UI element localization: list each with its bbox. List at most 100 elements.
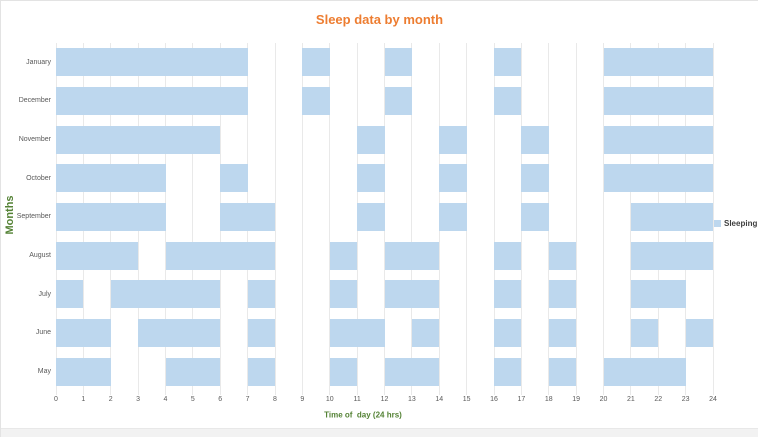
x-tick-label-10: 10	[325, 396, 334, 403]
sleep-bar-july-0h-1h	[56, 280, 84, 309]
sleep-bar-january-20h-24h	[603, 48, 713, 77]
y-tick-label-november: November	[18, 136, 51, 144]
y-tick-label-october: October	[26, 174, 51, 182]
bottom-gray-strip	[1, 428, 758, 437]
sleep-bar-december-9h-10h	[302, 87, 330, 115]
sleep-bar-may-16h-17h	[494, 357, 522, 386]
x-tick-label-19: 19	[572, 396, 581, 403]
sleep-bar-june-7h-8h	[247, 319, 275, 347]
sleep-bar-june-3h-6h	[138, 319, 221, 347]
sleep-bar-july-12h-14h	[384, 280, 440, 309]
sleep-bar-july-10h-11h	[329, 280, 358, 309]
sleep-bar-december-20h-24h	[603, 87, 713, 115]
sleep-bar-august-10h-11h	[329, 241, 358, 270]
sleep-bar-may-12h-14h	[384, 357, 440, 386]
sleep-bar-june-16h-17h	[494, 319, 522, 347]
sleep-bar-may-7h-8h	[247, 357, 275, 386]
gridline-hour-24	[712, 43, 714, 395]
sleep-bar-september-17h-18h	[521, 203, 549, 231]
gridline-hour-18	[548, 43, 550, 395]
sleep-bar-november-20h-24h	[603, 125, 713, 154]
sleep-bar-june-10h-12h	[329, 319, 385, 347]
sleep-bar-july-16h-17h	[494, 280, 522, 309]
sleep-bar-june-0h-2h	[56, 319, 111, 347]
x-tick-label-3: 3	[136, 396, 141, 403]
gridline-hour-10	[329, 43, 331, 395]
gridline-hour-19	[575, 43, 577, 395]
sleep-bar-november-17h-18h	[521, 125, 549, 154]
gridline-hour-9	[301, 43, 303, 395]
x-tick-label-1: 1	[81, 396, 86, 403]
y-tick-label-august: August	[29, 252, 51, 260]
x-tick-label-2: 2	[108, 396, 113, 403]
gridline-hour-16	[493, 43, 495, 395]
x-tick-label-9: 9	[300, 396, 305, 403]
legend-label-sleeping: Sleeping	[724, 219, 758, 228]
y-tick-label-december: December	[18, 97, 51, 105]
sleep-bar-december-12h-13h	[384, 87, 412, 115]
gridline-hour-8	[274, 43, 276, 395]
sleep-bar-january-16h-17h	[494, 48, 522, 77]
sleep-bar-september-21h-24h	[630, 203, 713, 231]
sleep-bar-october-11h-12h	[357, 164, 385, 193]
sleep-bar-june-21h-22h	[630, 319, 659, 347]
sleep-bar-november-14h-15h	[439, 125, 467, 154]
sleep-bar-december-16h-17h	[494, 87, 522, 115]
legend: Sleeping	[714, 219, 757, 228]
x-tick-label-6: 6	[218, 396, 223, 403]
sleep-bar-july-21h-23h	[630, 280, 686, 309]
y-tick-label-july: July	[38, 290, 51, 298]
gridline-hour-4	[165, 43, 166, 395]
sleep-bar-may-20h-23h	[603, 357, 686, 386]
sleep-bar-august-18h-19h	[548, 241, 577, 270]
sleep-bar-july-7h-8h	[247, 280, 275, 309]
x-tick-label-23: 23	[681, 396, 690, 403]
sleep-bar-august-12h-14h	[384, 241, 440, 270]
chart-title: Sleep data by month	[315, 12, 444, 27]
sleep-bar-july-18h-19h	[548, 280, 577, 309]
x-tick-label-7: 7	[245, 396, 250, 403]
x-tick-label-20: 20	[599, 396, 608, 403]
x-tick-label-15: 15	[462, 396, 471, 403]
sleep-bar-september-11h-12h	[357, 203, 385, 231]
sleep-bar-november-0h-6h	[56, 125, 221, 154]
gridline-hour-15	[466, 43, 468, 395]
sleep-bar-january-9h-10h	[302, 48, 330, 77]
sleep-bar-october-17h-18h	[521, 164, 549, 193]
sleep-bar-august-21h-24h	[630, 241, 713, 270]
x-tick-label-12: 12	[380, 396, 389, 403]
sleep-bar-september-14h-15h	[439, 203, 467, 231]
x-tick-label-8: 8	[273, 396, 277, 403]
sleep-bar-august-4h-8h	[165, 241, 275, 270]
sleep-bar-june-13h-14h	[411, 319, 440, 347]
sleep-bar-january-0h-7h	[56, 48, 248, 77]
sleep-bar-september-0h-4h	[56, 203, 166, 231]
sleep-bar-july-2h-6h	[110, 280, 221, 309]
sleep-bar-may-10h-11h	[329, 357, 358, 386]
sleep-bar-may-4h-6h	[165, 357, 221, 386]
sleep-bar-may-0h-2h	[56, 357, 111, 386]
gridline-hour-5	[192, 43, 194, 395]
sleep-bar-august-0h-3h	[56, 241, 139, 270]
y-tick-label-september: September	[16, 213, 51, 221]
y-tick-label-may: May	[37, 368, 51, 376]
x-tick-label-21: 21	[626, 396, 635, 403]
x-tick-label-14: 14	[435, 396, 444, 403]
x-tick-label-24: 24	[709, 396, 717, 403]
sleep-bar-september-6h-8h	[220, 203, 275, 231]
sleep-bar-january-12h-13h	[384, 48, 412, 77]
x-tick-label-16: 16	[490, 396, 498, 403]
sleep-bar-october-14h-15h	[439, 164, 467, 193]
sleep-bar-june-23h-24h	[685, 319, 713, 347]
x-tick-label-18: 18	[544, 396, 553, 403]
sleep-bar-october-6h-7h	[220, 164, 248, 193]
x-tick-label-17: 17	[517, 396, 526, 403]
y-axis-title: Months	[4, 195, 16, 235]
sleep-bar-may-18h-19h	[548, 357, 577, 386]
legend-marker-sleeping-icon	[714, 220, 721, 227]
x-tick-label-11: 11	[353, 396, 361, 403]
x-tick-label-5: 5	[190, 396, 195, 403]
sleep-bar-october-20h-24h	[603, 164, 713, 193]
sleep-bar-october-0h-4h	[56, 164, 166, 193]
x-axis-title: Time of day (24 hrs)	[324, 410, 402, 420]
